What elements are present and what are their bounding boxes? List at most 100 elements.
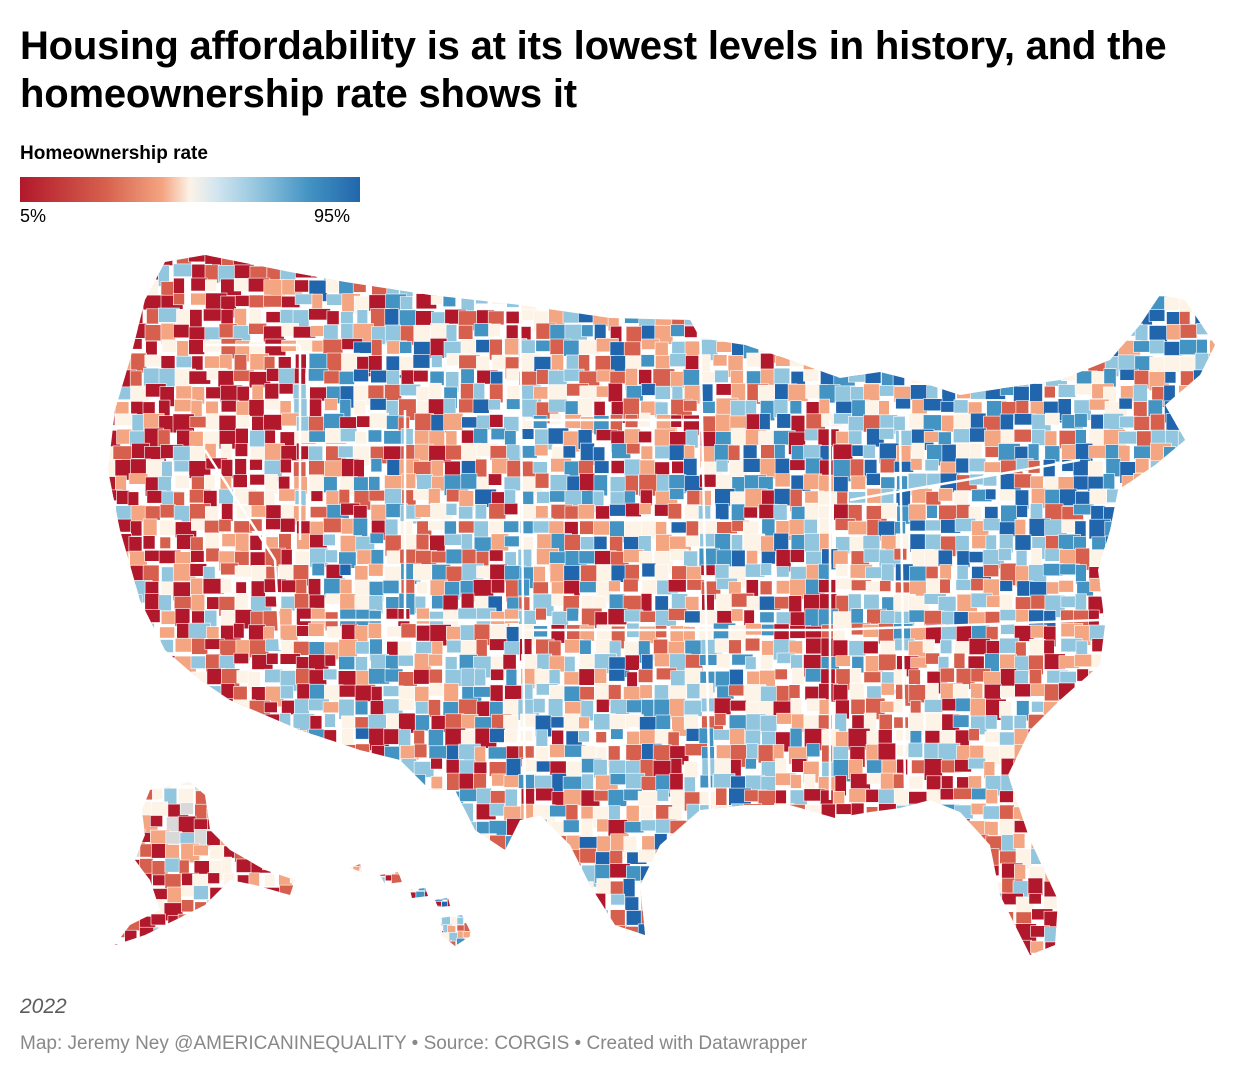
county-cell[interactable] <box>144 954 164 967</box>
county-cell[interactable] <box>579 911 600 932</box>
county-cell[interactable] <box>549 293 564 310</box>
county-cell[interactable] <box>790 325 814 346</box>
county-cell[interactable] <box>592 596 607 610</box>
county-cell[interactable] <box>1193 879 1206 903</box>
county-cell[interactable] <box>294 893 315 910</box>
county-cell[interactable] <box>730 833 753 855</box>
county-cell[interactable] <box>353 399 366 416</box>
county-cell[interactable] <box>307 578 321 597</box>
county-cell[interactable] <box>895 729 911 742</box>
county-cell[interactable] <box>293 940 313 953</box>
county-cell[interactable] <box>407 949 416 955</box>
county-cell[interactable] <box>234 295 250 307</box>
county-cell[interactable] <box>221 912 239 924</box>
county-cell[interactable] <box>998 293 1014 305</box>
county-cell[interactable] <box>1163 490 1175 511</box>
county-cell[interactable] <box>863 251 883 271</box>
county-cell[interactable] <box>263 943 275 955</box>
county-cell[interactable] <box>1194 818 1212 840</box>
county-cell[interactable] <box>262 801 276 813</box>
county-cell[interactable] <box>233 830 246 849</box>
county-cell[interactable] <box>1136 430 1153 449</box>
county-cell[interactable] <box>276 902 294 924</box>
county-cell[interactable] <box>878 248 899 262</box>
county-cell[interactable] <box>896 804 912 823</box>
county-cell[interactable] <box>1012 833 1026 849</box>
county-cell[interactable] <box>144 593 160 613</box>
county-cell[interactable] <box>789 910 807 926</box>
county-cell[interactable] <box>716 251 732 273</box>
county-cell[interactable] <box>98 700 119 722</box>
county-cell[interactable] <box>442 295 457 307</box>
county-cell[interactable] <box>804 881 824 905</box>
county-cell[interactable] <box>1135 939 1151 956</box>
county-cell[interactable] <box>548 519 565 534</box>
county-cell[interactable] <box>1104 263 1117 281</box>
county-cell[interactable] <box>1119 548 1131 567</box>
county-cell[interactable] <box>790 774 802 789</box>
county-cell[interactable] <box>375 933 384 941</box>
county-cell[interactable] <box>291 802 309 818</box>
county-cell[interactable] <box>308 833 322 851</box>
county-cell[interactable] <box>894 248 910 265</box>
county-cell[interactable] <box>910 626 927 641</box>
county-cell[interactable] <box>353 459 365 478</box>
county-cell[interactable] <box>146 773 160 792</box>
county-cell[interactable] <box>406 899 419 911</box>
county-cell[interactable] <box>414 504 433 518</box>
county-cell[interactable] <box>940 400 955 413</box>
county-cell[interactable] <box>999 489 1016 502</box>
county-cell[interactable] <box>911 326 928 339</box>
county-cell[interactable] <box>370 776 390 798</box>
county-cell[interactable] <box>791 667 805 685</box>
county-cell[interactable] <box>1029 789 1048 807</box>
county-cell[interactable] <box>296 911 316 927</box>
county-cell[interactable] <box>418 898 430 909</box>
county-cell[interactable] <box>1195 623 1214 639</box>
county-cell[interactable] <box>713 878 729 899</box>
county-cell[interactable] <box>985 369 1003 393</box>
county-cell[interactable] <box>150 801 168 817</box>
county-cell[interactable] <box>326 626 343 639</box>
county-cell[interactable] <box>1105 956 1118 973</box>
county-cell[interactable] <box>161 956 174 968</box>
county-cell[interactable] <box>1118 682 1141 703</box>
county-cell[interactable] <box>249 817 262 841</box>
county-cell[interactable] <box>836 956 853 971</box>
county-cell[interactable] <box>730 911 748 923</box>
county-cell[interactable] <box>146 684 164 698</box>
county-cell[interactable] <box>346 892 353 904</box>
county-cell[interactable] <box>235 929 255 941</box>
county-cell[interactable] <box>309 760 333 782</box>
county-cell[interactable] <box>235 532 250 554</box>
county-cell[interactable] <box>1119 727 1143 746</box>
county-cell[interactable] <box>458 324 474 340</box>
county-cell[interactable] <box>248 923 262 938</box>
county-cell[interactable] <box>713 907 730 928</box>
county-cell[interactable] <box>354 579 370 596</box>
county-cell[interactable] <box>1210 579 1233 593</box>
county-cell[interactable] <box>144 609 161 623</box>
county-cell[interactable] <box>579 520 595 535</box>
county-cell[interactable] <box>295 805 319 820</box>
county-cell[interactable] <box>250 831 267 851</box>
county-cell[interactable] <box>157 476 172 492</box>
county-cell[interactable] <box>774 457 790 476</box>
county-cell[interactable] <box>581 324 594 337</box>
county-cell[interactable] <box>1166 878 1179 898</box>
county-cell[interactable] <box>1149 938 1165 953</box>
county-cell[interactable] <box>1076 281 1092 305</box>
county-cell[interactable] <box>503 519 520 533</box>
county-cell[interactable] <box>1196 714 1213 729</box>
county-cell[interactable] <box>206 776 226 788</box>
county-cell[interactable] <box>596 835 611 854</box>
county-cell[interactable] <box>924 354 941 371</box>
county-cell[interactable] <box>464 882 473 893</box>
county-cell[interactable] <box>773 367 791 385</box>
county-cell[interactable] <box>413 953 437 968</box>
county-cell[interactable] <box>713 895 726 908</box>
county-cell[interactable] <box>173 293 185 306</box>
county-cell[interactable] <box>1075 910 1096 925</box>
county-cell[interactable] <box>745 309 758 330</box>
county-cell[interactable] <box>236 858 253 873</box>
